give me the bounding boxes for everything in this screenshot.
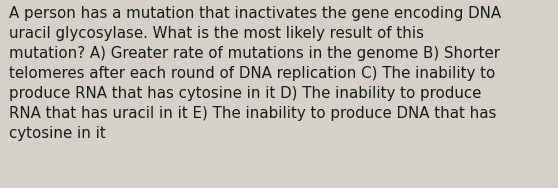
Text: A person has a mutation that inactivates the gene encoding DNA
uracil glycosylas: A person has a mutation that inactivates…: [9, 6, 501, 141]
